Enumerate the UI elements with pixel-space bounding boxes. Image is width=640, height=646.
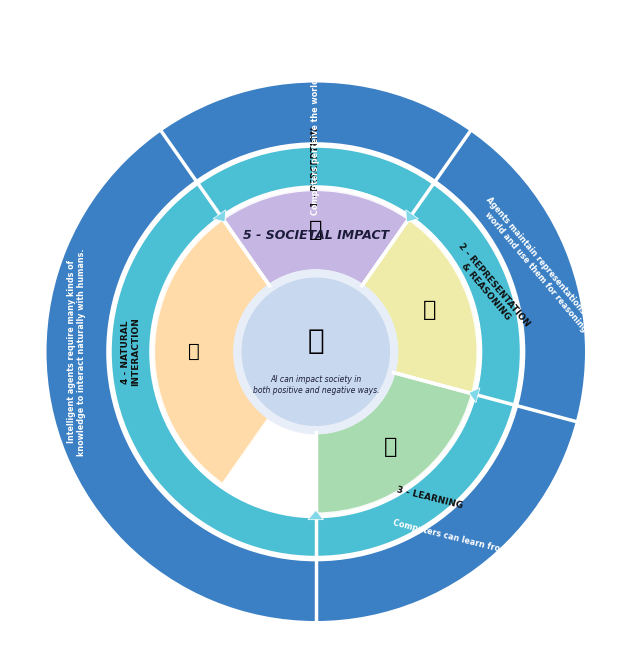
Circle shape	[154, 189, 478, 514]
Text: AI can impact society in
both positive and negative ways.: AI can impact society in both positive a…	[253, 375, 379, 395]
Wedge shape	[316, 373, 472, 514]
Text: 3 - LEARNING: 3 - LEARNING	[396, 485, 464, 510]
Text: 2 - REPRESENTATION
& REASONING: 2 - REPRESENTATION & REASONING	[449, 242, 531, 335]
Text: 🎲: 🎲	[423, 300, 436, 320]
Polygon shape	[213, 210, 226, 222]
Wedge shape	[362, 219, 478, 394]
Text: 🤖: 🤖	[307, 327, 324, 355]
Text: 4 - NATURAL
INTERACTION: 4 - NATURAL INTERACTION	[121, 317, 140, 386]
Text: Computers can learn from data.: Computers can learn from data.	[392, 519, 534, 562]
Wedge shape	[112, 148, 520, 556]
Polygon shape	[406, 210, 419, 222]
Text: 🧠: 🧠	[384, 437, 397, 457]
Polygon shape	[308, 510, 324, 520]
Wedge shape	[47, 83, 585, 621]
Text: Computers perceive the world using sensors.: Computers perceive the world using senso…	[311, 10, 320, 215]
Wedge shape	[154, 219, 269, 484]
Text: Agents maintain representations of the
world and use them for reasoning.: Agents maintain representations of the w…	[476, 195, 606, 345]
Text: 👤: 👤	[309, 220, 323, 240]
Circle shape	[236, 271, 396, 432]
Polygon shape	[469, 388, 480, 402]
Circle shape	[242, 278, 389, 425]
Text: 🤝: 🤝	[188, 342, 200, 361]
Text: Intelligent agents require many kinds of
knowledge to interact naturally with hu: Intelligent agents require many kinds of…	[67, 248, 86, 455]
Wedge shape	[223, 189, 409, 286]
Text: 1 - PERCEPTION: 1 - PERCEPTION	[311, 127, 320, 207]
Text: 5 - SOCIETAL IMPACT: 5 - SOCIETAL IMPACT	[243, 229, 389, 242]
Circle shape	[234, 270, 397, 433]
